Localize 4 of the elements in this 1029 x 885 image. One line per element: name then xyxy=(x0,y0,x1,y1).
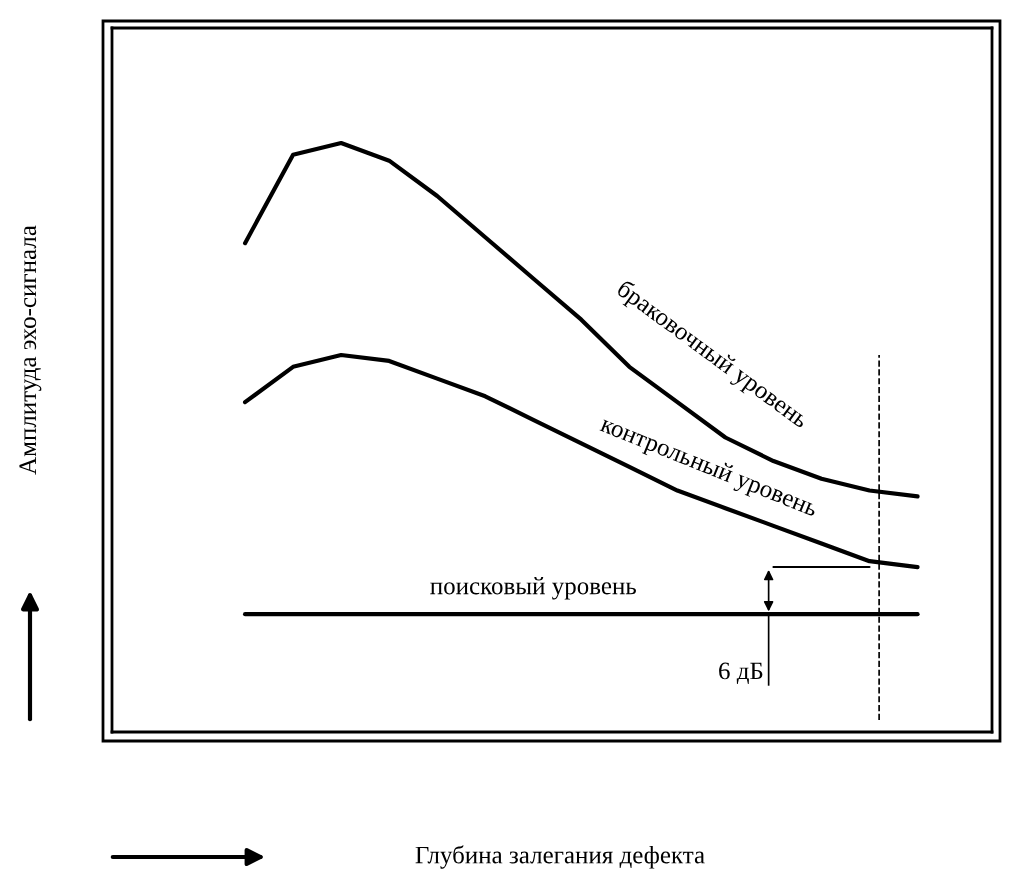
series-label: поисковый уровень xyxy=(430,577,636,600)
x-axis-title: Глубина залегания дефекта xyxy=(415,845,705,869)
annotation: 6 дБ xyxy=(719,662,763,684)
text: Амплитуда эхо-сигнала xyxy=(19,225,42,475)
